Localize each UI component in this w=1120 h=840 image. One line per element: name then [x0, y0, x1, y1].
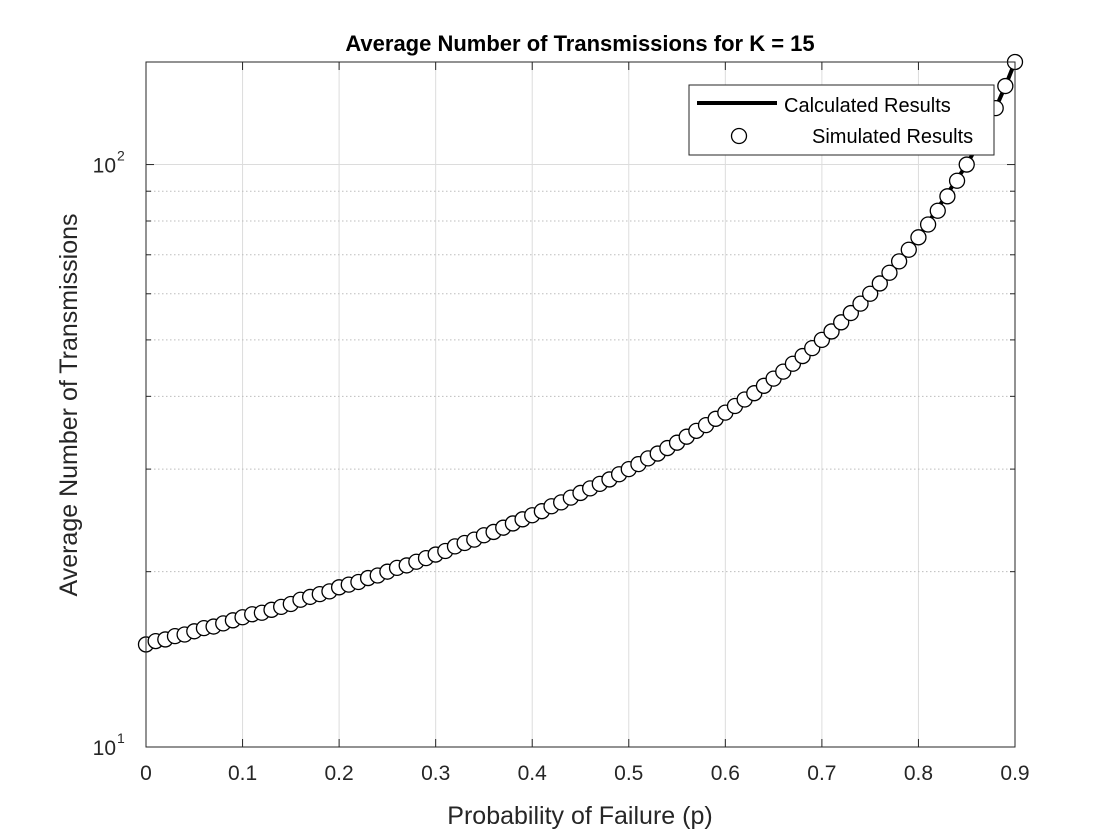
x-tick-label: 0.6: [711, 762, 740, 785]
y-tick-exponent: 1: [117, 730, 125, 746]
legend-marker-swatch: [730, 127, 748, 145]
y-tick-label: 10: [93, 155, 116, 178]
y-axis-label: Average Number of Transmissions: [55, 213, 83, 596]
legend-label-calculated: Calculated Results: [784, 95, 951, 117]
plot-frame: [145, 61, 1016, 748]
simulated-point: [919, 216, 937, 233]
simulated-point: [948, 172, 966, 189]
x-tick-label: 0.3: [421, 762, 450, 785]
chart-title: Average Number of Transmissions for K = …: [345, 31, 814, 56]
x-axis-label: Probability of Failure (p): [447, 802, 712, 830]
x-tick-label: 0.7: [807, 762, 836, 785]
simulated-point: [910, 229, 927, 246]
grid: [146, 62, 1015, 747]
simulated-point: [900, 241, 917, 258]
simulated-point: [871, 275, 888, 292]
x-tick-label: 0.5: [614, 762, 643, 785]
simulated-point: [997, 77, 1014, 95]
x-tick-label: 0.2: [325, 762, 354, 785]
y-tick-label: 10: [93, 737, 116, 760]
simulated-point: [929, 202, 946, 219]
simulated-point: [862, 285, 879, 302]
x-tick-labels: 0 0.1 0.2 0.3 0.4 0.5 0.6 0.7 0.8 0.9: [140, 762, 1029, 785]
x-tick-label: 0.4: [518, 762, 548, 785]
x-tick-label: 0.1: [228, 762, 257, 785]
simulated-point: [881, 264, 898, 281]
tick-marks: [145, 62, 1016, 748]
simulated-point: [842, 304, 860, 322]
simulated-point: [939, 188, 956, 205]
simulated-point: [958, 156, 975, 173]
x-tick-label: 0: [140, 762, 152, 785]
legend-label-simulated: Simulated Results: [812, 126, 973, 148]
x-tick-label: 0.9: [1000, 762, 1029, 785]
simulated-point: [852, 295, 869, 312]
simulated-point: [890, 253, 908, 270]
legend: Calculated Results Simulated Results: [688, 84, 995, 156]
plot-area: [146, 62, 1015, 747]
y-tick-exponent: 2: [117, 148, 125, 164]
x-tick-label: 0.8: [904, 762, 933, 785]
